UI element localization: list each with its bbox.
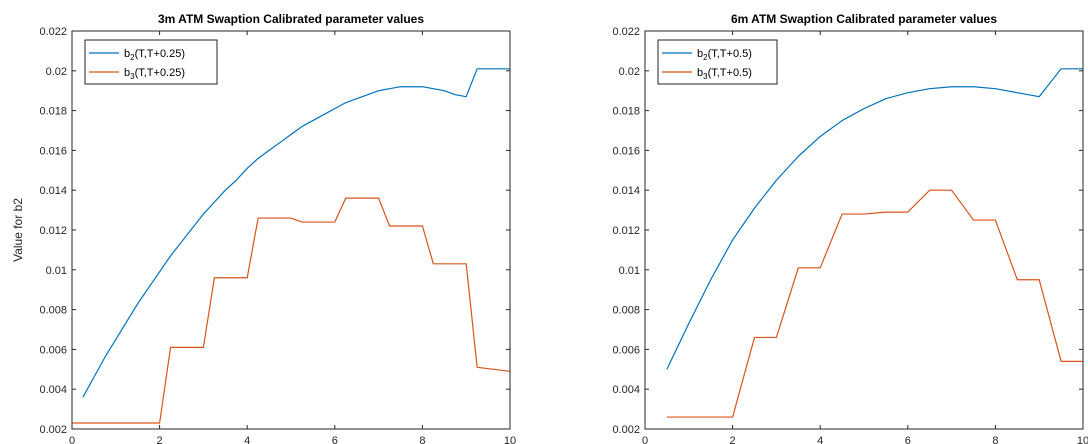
x-tick-label: 2 (157, 435, 163, 444)
y-tick-label: 0.018 (612, 106, 640, 118)
chart-2: 0 2 4 6 8 10 0.002 0.004 0.006 0.008 0.01 0.012 0.01… (612, 12, 1088, 444)
x-tick-label: 10 (1077, 435, 1088, 444)
legend-label-rest: (T,T+0.5) (708, 48, 752, 60)
legend-label-base: b (124, 48, 130, 60)
y-tick-label: 0.016 (39, 145, 67, 157)
y-tick-label: 0.016 (612, 145, 640, 157)
y-tick-label: 0.006 (39, 344, 67, 356)
y-tick-label: 0.02 (46, 66, 67, 78)
x-tick-label: 4 (244, 435, 250, 444)
chart-1: 0 2 4 6 8 10 0.002 0.004 0.006 0.008 0.01 0.012 0.01… (11, 12, 516, 444)
y-tick-label: 0.01 (619, 265, 640, 277)
legend-label-1: b2(T,T+0.5) (697, 48, 752, 62)
legend-label-rest: (T,T+0.25) (135, 67, 185, 79)
y-tick-label: 0.02 (619, 66, 640, 78)
y-tick-label: 0.022 (612, 26, 640, 38)
series-line-2 (666, 189, 1083, 418)
legend-label-subscript: 2 (703, 53, 708, 62)
legend-label-subscript: 3 (703, 72, 708, 81)
legend-label-subscript: 2 (130, 53, 135, 62)
series-line-2 (72, 197, 510, 424)
x-tick-label: 8 (419, 435, 425, 444)
legend-label-1: b2(T,T+0.25) (124, 48, 185, 62)
chart-title: 6m ATM Swaption Calibrated parameter val… (731, 12, 997, 26)
y-tick-label: 0.004 (39, 384, 67, 396)
y-tick-label: 0.004 (612, 384, 640, 396)
y-tick-label: 0.018 (39, 106, 67, 118)
y-tick-label: 0.002 (39, 424, 67, 436)
y-tick-label: 0.014 (612, 185, 640, 197)
y-tick-label: 0.002 (612, 424, 640, 436)
legend-box (657, 39, 778, 85)
x-tick-label: 2 (730, 435, 736, 444)
plot-area (645, 31, 1083, 429)
legend-label-base: b (697, 67, 703, 79)
x-tick-label: 6 (332, 435, 338, 444)
y-tick-label: 0.012 (612, 225, 640, 237)
y-tick-label: 0.012 (39, 225, 67, 237)
y-tick-label: 0.008 (39, 305, 67, 317)
y-tick-label: 0.022 (39, 26, 67, 38)
y-tick-label: 0.006 (612, 344, 640, 356)
x-tick-label: 0 (642, 435, 648, 444)
legend-label-base: b (124, 67, 130, 79)
chart-title: 3m ATM Swaption Calibrated parameter val… (158, 12, 424, 26)
x-tick-label: 0 (69, 435, 75, 444)
y-tick-label: 0.014 (39, 185, 67, 197)
legend-label-2: b3(T,T+0.5) (697, 67, 752, 81)
series-line-1 (82, 68, 510, 398)
legend-label-rest: (T,T+0.5) (708, 67, 752, 79)
series-line-1 (666, 68, 1083, 370)
legend-label-rest: (T,T+0.25) (135, 48, 185, 60)
legend-label-2: b3(T,T+0.25) (124, 67, 185, 81)
legend-label-subscript: 3 (130, 72, 135, 81)
y-axis-label: Value for b2 (11, 198, 25, 262)
x-tick-label: 4 (817, 435, 823, 444)
x-tick-label: 8 (992, 435, 998, 444)
legend-label-base: b (697, 48, 703, 60)
legend-box (84, 39, 218, 85)
y-tick-label: 0.008 (612, 305, 640, 317)
y-tick-label: 0.01 (46, 265, 67, 277)
x-tick-label: 10 (504, 435, 516, 444)
plot-area (72, 31, 510, 429)
x-tick-label: 6 (905, 435, 911, 444)
